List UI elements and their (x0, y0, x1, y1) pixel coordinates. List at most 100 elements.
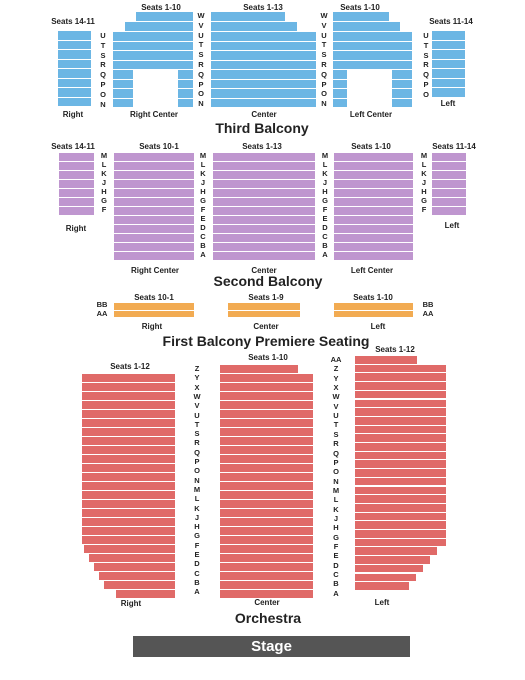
seat-row[interactable] (114, 153, 194, 161)
seat-row[interactable] (82, 482, 175, 490)
seat-row[interactable] (220, 491, 313, 499)
seat-row[interactable] (113, 51, 193, 60)
seat-row[interactable] (220, 464, 313, 472)
seat-row[interactable] (220, 455, 313, 463)
seat-row[interactable] (114, 310, 194, 317)
seat-row[interactable] (228, 303, 300, 310)
second-balcony-right-section[interactable] (59, 153, 94, 216)
seat-row[interactable] (355, 556, 430, 564)
seat-row[interactable] (220, 410, 313, 418)
seat-row[interactable] (220, 545, 313, 553)
seat-row[interactable] (355, 564, 423, 573)
seat-row[interactable] (334, 171, 413, 179)
seat-row[interactable] (82, 446, 175, 454)
seat-row[interactable] (82, 464, 175, 472)
seat-row[interactable] (355, 434, 446, 442)
seat-row[interactable] (220, 572, 313, 580)
seat-row[interactable] (333, 12, 389, 21)
seat-row[interactable] (82, 518, 175, 526)
third-balcony-right-center-section[interactable] (113, 12, 193, 108)
seat-row[interactable] (82, 473, 175, 481)
seat-row[interactable] (58, 78, 91, 87)
seat-row[interactable] (355, 503, 446, 512)
seat-row[interactable] (355, 382, 446, 390)
seat-row[interactable] (82, 527, 175, 535)
seat-row[interactable] (355, 373, 446, 382)
seat-row[interactable] (432, 31, 465, 40)
seat-row[interactable] (211, 79, 316, 88)
seat-row[interactable] (334, 207, 413, 215)
seat-row[interactable] (213, 162, 315, 170)
seat-row[interactable] (355, 460, 446, 469)
seat-row[interactable] (334, 216, 413, 224)
seat-row[interactable] (355, 356, 417, 364)
seat-row[interactable] (333, 51, 412, 60)
seat-row[interactable] (355, 425, 446, 434)
seat-row[interactable] (211, 70, 316, 79)
seat-row[interactable] (59, 162, 94, 170)
seat-row[interactable] (82, 491, 175, 499)
seat-row[interactable] (82, 374, 175, 382)
seat-row[interactable] (113, 32, 193, 41)
seat-row[interactable] (432, 40, 465, 49)
seat-row[interactable] (355, 530, 446, 538)
seat-row[interactable] (220, 527, 313, 535)
second-balcony-left-section[interactable] (432, 153, 466, 216)
seat-row[interactable] (82, 392, 175, 400)
seat-row[interactable] (58, 88, 91, 97)
seat-row[interactable] (114, 162, 194, 170)
seat-row[interactable] (211, 98, 316, 107)
seat-row[interactable] (178, 70, 193, 79)
seat-row[interactable] (355, 364, 446, 373)
seat-row[interactable] (432, 207, 466, 215)
seat-row[interactable] (432, 171, 466, 179)
seat-row[interactable] (213, 153, 315, 161)
seat-row[interactable] (355, 408, 446, 416)
seat-row[interactable] (220, 518, 313, 526)
orchestra-center-section[interactable] (220, 365, 313, 599)
seat-row[interactable] (334, 153, 413, 161)
seat-row[interactable] (333, 70, 347, 79)
seat-row[interactable] (213, 198, 315, 206)
seat-row[interactable] (211, 60, 316, 69)
seat-row[interactable] (392, 79, 412, 88)
seat-row[interactable] (432, 180, 466, 188)
seat-row[interactable] (333, 98, 347, 107)
seat-row[interactable] (82, 383, 175, 391)
seat-row[interactable] (82, 500, 175, 508)
seat-row[interactable] (355, 512, 446, 521)
seat-row[interactable] (114, 234, 194, 242)
seat-row[interactable] (334, 162, 413, 170)
seat-row[interactable] (58, 97, 91, 106)
seat-row[interactable] (116, 590, 175, 598)
seat-row[interactable] (58, 40, 91, 49)
seat-row[interactable] (104, 581, 175, 589)
orchestra-right-section[interactable] (82, 374, 175, 599)
seat-row[interactable] (113, 41, 193, 50)
seat-row[interactable] (220, 536, 313, 544)
seat-row[interactable] (334, 180, 413, 188)
seat-row[interactable] (99, 572, 175, 580)
seat-row[interactable] (59, 180, 94, 188)
seat-row[interactable] (59, 153, 94, 161)
seat-row[interactable] (333, 32, 412, 41)
seat-row[interactable] (220, 581, 313, 589)
seat-row[interactable] (213, 234, 315, 242)
seat-row[interactable] (59, 189, 94, 197)
seat-row[interactable] (432, 88, 465, 97)
seat-row[interactable] (82, 437, 175, 445)
seat-row[interactable] (211, 89, 316, 98)
seat-row[interactable] (228, 310, 300, 317)
seat-row[interactable] (355, 521, 446, 529)
seat-row[interactable] (334, 225, 413, 233)
seat-row[interactable] (213, 189, 315, 197)
seat-row[interactable] (220, 482, 313, 490)
seat-row[interactable] (82, 536, 175, 544)
seat-row[interactable] (213, 216, 315, 224)
seat-row[interactable] (82, 455, 175, 463)
seat-row[interactable] (59, 171, 94, 179)
seat-row[interactable] (178, 89, 193, 98)
seat-row[interactable] (114, 189, 194, 197)
seat-row[interactable] (355, 477, 446, 486)
seat-row[interactable] (136, 12, 193, 21)
